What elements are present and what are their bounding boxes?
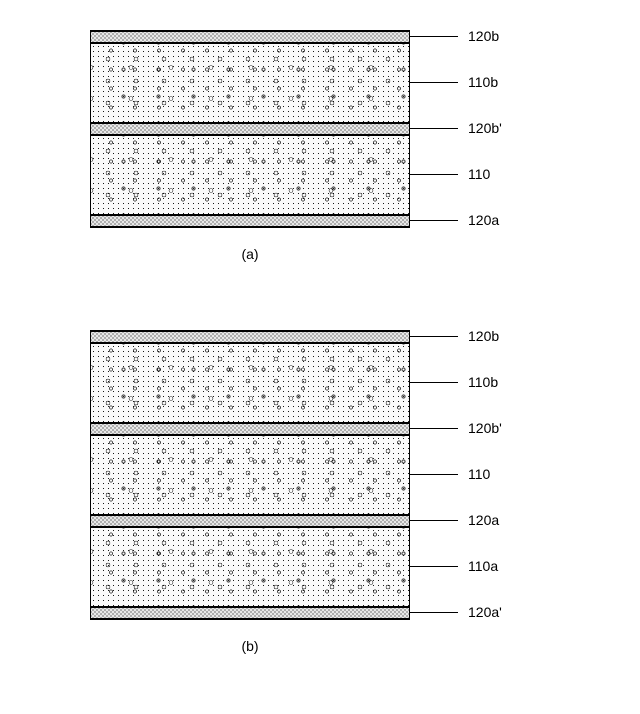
label-110a-b: 110a bbox=[468, 558, 498, 574]
leader-line bbox=[410, 174, 458, 175]
layer-110b-b bbox=[91, 343, 409, 423]
leader-line bbox=[410, 566, 458, 567]
layer-120b-b bbox=[91, 331, 409, 343]
figure-b bbox=[90, 330, 410, 620]
label-110-b: 110 bbox=[468, 466, 490, 482]
layer-120bprime-b bbox=[91, 423, 409, 435]
label-120bprime-b: 120b' bbox=[468, 420, 502, 436]
layer-110 bbox=[91, 135, 409, 215]
label-120a: 120a bbox=[468, 212, 499, 228]
leader-line bbox=[410, 336, 458, 337]
label-110: 110 bbox=[468, 166, 490, 182]
leader-line bbox=[410, 428, 458, 429]
leader-line bbox=[410, 36, 458, 37]
figure-a bbox=[90, 30, 410, 228]
layer-120bprime bbox=[91, 123, 409, 135]
layer-120aprime-b bbox=[91, 607, 409, 619]
page: 120b 110b 120b' 110 120a (a) 120b 110b 1… bbox=[0, 0, 640, 714]
leader-line bbox=[410, 474, 458, 475]
layer-120b bbox=[91, 31, 409, 43]
layer-110a-b bbox=[91, 527, 409, 607]
layer-120a-b bbox=[91, 515, 409, 527]
leader-line bbox=[410, 82, 458, 83]
caption-a: (a) bbox=[90, 246, 410, 262]
caption-b: (b) bbox=[90, 638, 410, 654]
leader-line bbox=[410, 612, 458, 613]
label-110b-b: 110b bbox=[468, 374, 498, 390]
label-120a-b: 120a bbox=[468, 512, 499, 528]
label-110b: 110b bbox=[468, 74, 498, 90]
label-120b: 120b bbox=[468, 28, 499, 44]
leader-line bbox=[410, 128, 458, 129]
layer-stack-b bbox=[90, 330, 410, 620]
label-120bprime: 120b' bbox=[468, 120, 502, 136]
label-120b-b: 120b bbox=[468, 328, 499, 344]
layer-110b bbox=[91, 43, 409, 123]
label-120aprime-b: 120a' bbox=[468, 604, 502, 620]
leader-line bbox=[410, 382, 458, 383]
leader-line bbox=[410, 220, 458, 221]
layer-stack-a bbox=[90, 30, 410, 228]
layer-110-b bbox=[91, 435, 409, 515]
layer-120a bbox=[91, 215, 409, 227]
leader-line bbox=[410, 520, 458, 521]
